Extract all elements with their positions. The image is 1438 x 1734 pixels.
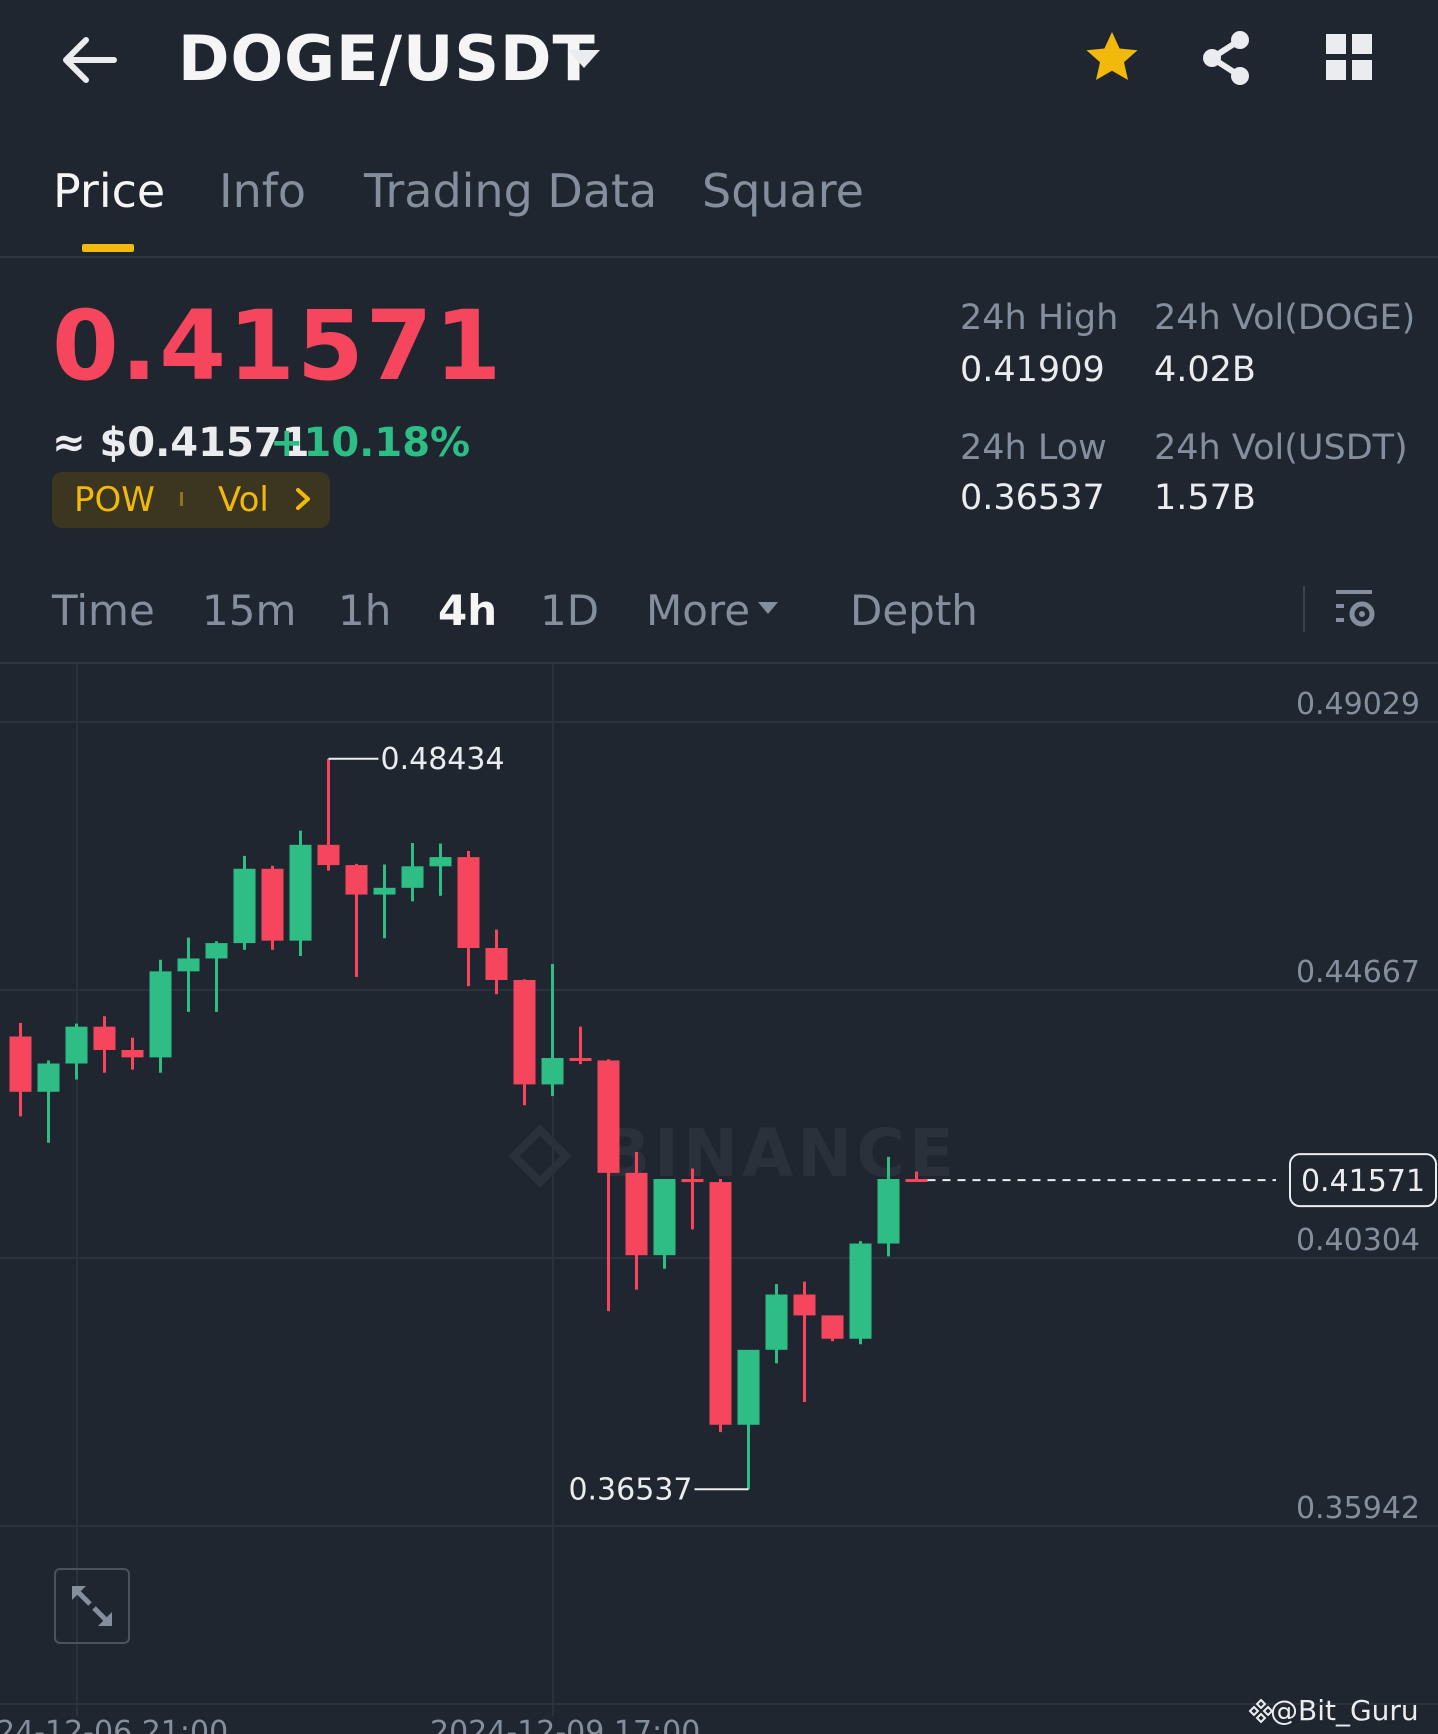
last-price: 0.41571 [52,290,504,402]
tag-separator [180,492,183,506]
candle-body [9,1036,32,1092]
candle-body [625,1172,648,1256]
interval-bar: Time 15m 1h 4h 1D More Depth [0,570,1438,664]
candle-body [681,1179,704,1183]
y-tick-label: 0.49029 [1296,687,1420,722]
binance-logo-icon [1248,1698,1274,1724]
tag-pill[interactable]: POW Vol [52,472,330,528]
star-icon[interactable] [1082,28,1142,88]
candle-body [513,979,536,1085]
candlestick-chart[interactable]: 0.49029 0.44667 0.40304 0.35942 24-12-06 21:… [0,664,1438,1734]
y-tick-label: 0.35942 [1296,1491,1420,1526]
candle-body [345,865,368,895]
interval-depth[interactable]: Depth [850,586,978,635]
candle-body [877,1179,900,1244]
candle-body [121,1050,144,1058]
interval-time[interactable]: Time [52,586,155,635]
chevron-right-icon [296,488,310,510]
vol-quote-value: 1.57B [1154,478,1256,518]
chart-settings-icon[interactable] [1334,584,1378,632]
tag-vol: Vol [218,480,269,520]
last-price-badge [1289,1153,1437,1208]
candle-body [653,1179,676,1256]
candle-body [821,1315,844,1339]
candle-body [457,857,480,949]
binance-watermark-logo [508,1124,572,1188]
candle-body [793,1294,816,1316]
candle-body [541,1057,564,1085]
candle-body [737,1349,760,1425]
usd-price: ≈ $0.41571 [52,420,310,466]
caret-down-icon[interactable] [564,44,604,74]
candle-body [485,948,508,980]
candle-body [205,943,228,959]
candle-body [401,866,424,888]
candle-body [149,971,172,1058]
candle-body [177,958,200,972]
expand-icon [72,1586,112,1626]
y-tick-label: 0.44667 [1296,955,1420,990]
tab-trading-data[interactable]: Trading Data [364,164,658,218]
candle-body [569,1057,592,1061]
high-value: 0.41909 [960,350,1105,390]
candle-body [597,1060,620,1173]
x-tick-label: 24-12-06 21:00 [0,1715,228,1734]
interval-15m[interactable]: 15m [202,586,297,635]
tab-square[interactable]: Square [702,164,864,218]
vol-base-label: 24h Vol(DOGE) [1154,298,1416,338]
low-label: 24h Low [960,428,1107,468]
section-tabs: Price Info Trading Data Square [0,140,1438,258]
last-price-label: 0.41571 [1301,1164,1425,1199]
x-tick-label: 2024-12-09 17:00 [430,1715,700,1734]
candle-body [65,1026,88,1064]
interval-4h[interactable]: 4h [438,586,498,635]
author-watermark: @Bit_Guru [1270,1694,1419,1727]
candle-body [373,887,396,895]
arrow-left-icon[interactable] [56,30,120,90]
tag-pow: POW [74,480,155,520]
high-label: 24h High [960,298,1119,338]
candle-body [93,1026,116,1051]
vol-base-value: 4.02B [1154,350,1256,390]
price-change-percent: +10.18% [270,420,471,466]
tab-price[interactable]: Price [53,164,166,218]
candle-body [429,857,452,867]
low-value: 0.36537 [960,478,1105,518]
candle-body [905,1179,928,1183]
interval-more[interactable]: More [646,586,751,635]
grid-icon[interactable] [1324,32,1374,82]
top-bar: DOGE/USDT [0,0,1438,120]
divider [1303,586,1305,632]
candle-body [261,868,284,941]
interval-1d[interactable]: 1D [540,586,600,635]
caret-down-icon[interactable] [756,600,780,616]
candle-body [317,844,340,866]
candle-body [37,1063,60,1092]
tab-info[interactable]: Info [219,164,307,218]
active-tab-indicator [82,244,134,252]
trading-pair-title[interactable]: DOGE/USDT [178,22,596,95]
vol-quote-label: 24h Vol(USDT) [1154,428,1408,468]
min-price-label: 0.36537 [568,1472,692,1507]
candle-body [709,1182,732,1425]
expand-button[interactable] [54,1568,130,1644]
y-tick-label: 0.40304 [1296,1223,1420,1258]
share-icon[interactable] [1198,28,1254,88]
max-price-label: 0.48434 [381,742,505,777]
candle-body [289,844,312,941]
candle-body [849,1243,872,1339]
candle-body [233,868,256,944]
interval-1h[interactable]: 1h [338,586,392,635]
candle-body [765,1294,788,1350]
